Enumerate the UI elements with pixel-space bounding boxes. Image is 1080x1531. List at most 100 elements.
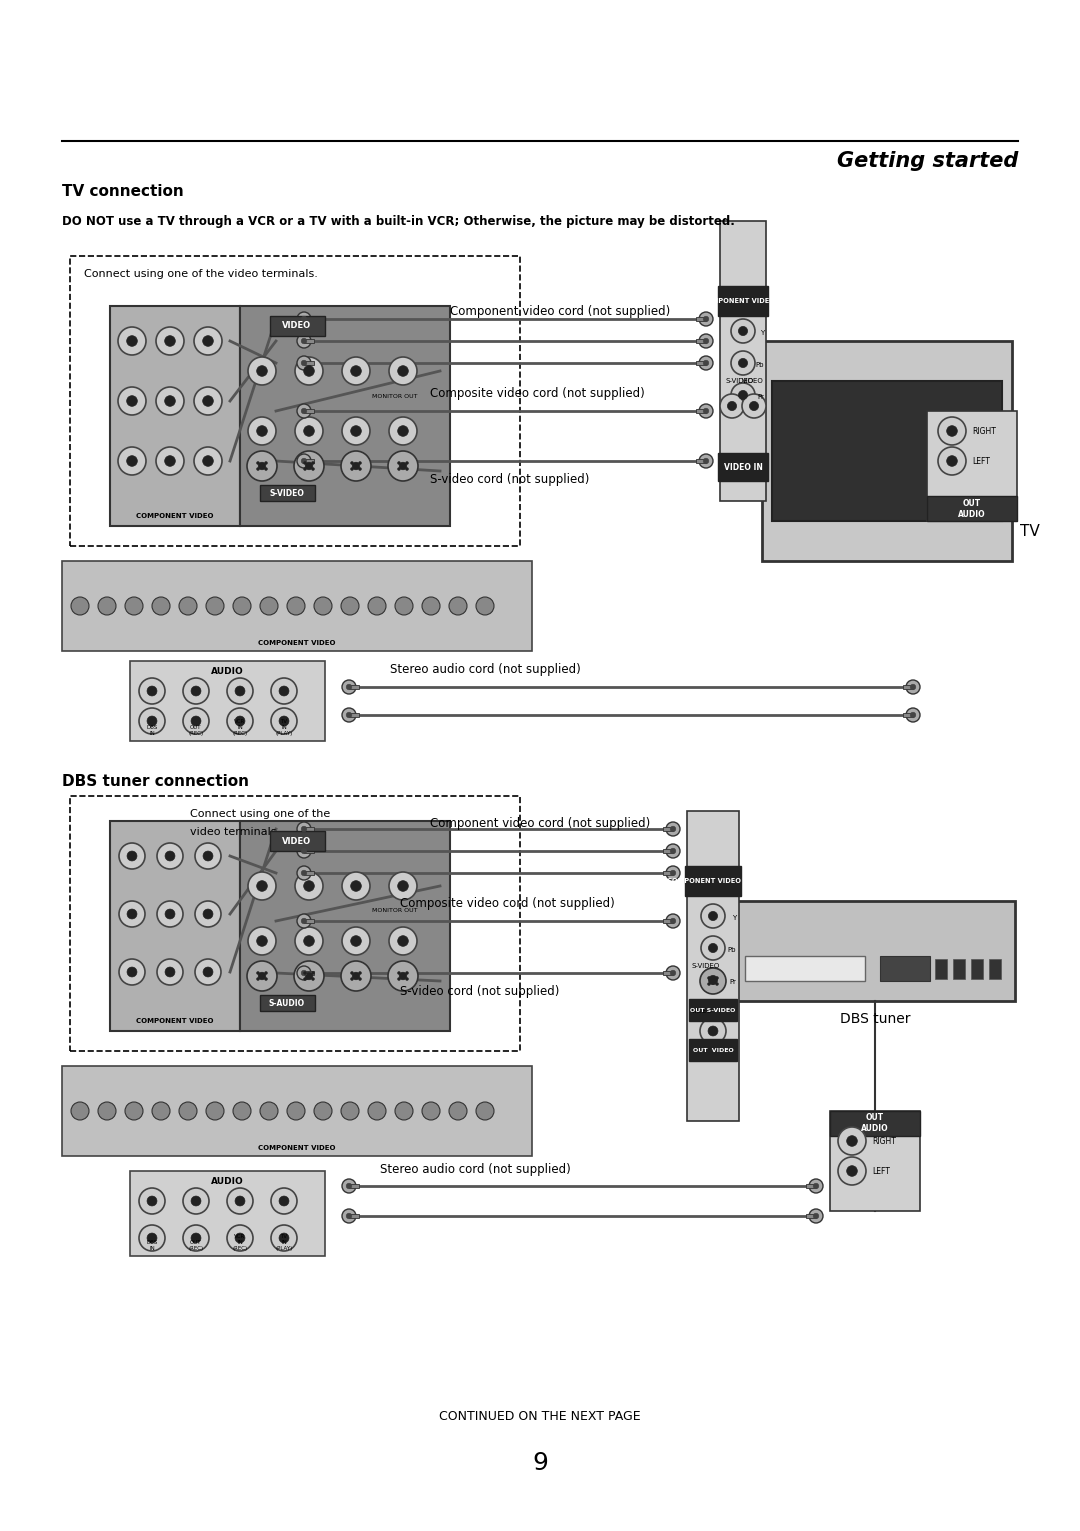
Circle shape [906, 680, 920, 694]
Circle shape [248, 873, 276, 900]
Text: Pb: Pb [756, 361, 764, 367]
Circle shape [271, 1225, 297, 1251]
Circle shape [126, 395, 137, 406]
Circle shape [271, 678, 297, 704]
Text: OUT
AUDIO: OUT AUDIO [958, 499, 986, 519]
Circle shape [699, 357, 713, 371]
Circle shape [476, 597, 494, 615]
Circle shape [297, 822, 311, 836]
Bar [62, 1066, 532, 1156]
Text: Composite video cord (not supplied): Composite video cord (not supplied) [430, 386, 645, 400]
Bar [303, 850, 314, 853]
Bar [720, 220, 766, 501]
Circle shape [847, 1165, 858, 1176]
Bar [718, 286, 768, 315]
Circle shape [359, 467, 362, 470]
Circle shape [257, 467, 259, 470]
Bar [989, 958, 1001, 978]
Circle shape [227, 678, 253, 704]
Circle shape [203, 395, 214, 406]
Bar [303, 871, 314, 876]
Circle shape [701, 935, 725, 960]
Circle shape [347, 1213, 352, 1219]
Circle shape [947, 426, 957, 436]
Text: VCR
IN
(REC): VCR IN (REC) [232, 720, 247, 736]
Bar [696, 409, 706, 413]
Circle shape [247, 452, 276, 481]
Circle shape [206, 1102, 224, 1121]
Text: S-AUDIO: S-AUDIO [269, 998, 305, 1007]
Circle shape [257, 935, 268, 946]
Text: COMPONENT VIDEO: COMPONENT VIDEO [136, 513, 214, 519]
Circle shape [703, 360, 708, 366]
Text: Component video cord (not supplied): Component video cord (not supplied) [430, 816, 650, 830]
Bar [687, 811, 739, 1121]
Circle shape [388, 961, 418, 991]
Circle shape [700, 968, 726, 994]
Circle shape [179, 597, 197, 615]
Circle shape [368, 597, 386, 615]
Circle shape [195, 958, 221, 984]
Text: VIDEO: VIDEO [691, 1007, 713, 1014]
Circle shape [194, 447, 222, 475]
Circle shape [287, 597, 305, 615]
Circle shape [147, 1232, 157, 1243]
Text: VIDEO: VIDEO [283, 322, 311, 331]
Circle shape [731, 318, 755, 343]
Circle shape [279, 1196, 289, 1206]
Circle shape [708, 1026, 718, 1036]
Circle shape [301, 848, 307, 854]
Circle shape [838, 1127, 866, 1154]
Text: DBS tuner: DBS tuner [840, 1012, 910, 1026]
Text: LEFT: LEFT [972, 456, 990, 465]
Circle shape [342, 680, 356, 694]
Circle shape [206, 597, 224, 615]
Circle shape [125, 1102, 143, 1121]
Circle shape [731, 383, 755, 407]
Circle shape [400, 462, 407, 470]
Circle shape [297, 312, 311, 326]
Circle shape [341, 1102, 359, 1121]
Circle shape [351, 977, 353, 980]
Text: OUT  VIDEO: OUT VIDEO [692, 1047, 733, 1052]
Text: CONTINUED ON THE NEXT PAGE: CONTINUED ON THE NEXT PAGE [440, 1410, 640, 1422]
Circle shape [156, 328, 184, 355]
Circle shape [347, 712, 352, 718]
Circle shape [666, 844, 680, 857]
Circle shape [368, 1102, 386, 1121]
Bar [303, 409, 314, 413]
Circle shape [297, 867, 311, 880]
Text: RIGHT: RIGHT [972, 427, 996, 435]
Circle shape [203, 456, 214, 467]
Circle shape [405, 972, 408, 975]
Circle shape [297, 966, 311, 980]
Circle shape [311, 461, 314, 464]
Circle shape [739, 390, 747, 400]
Circle shape [306, 462, 313, 470]
Bar [240, 306, 450, 527]
Text: Pr: Pr [729, 978, 735, 984]
Circle shape [183, 1188, 210, 1214]
Text: Component video cord (not supplied): Component video cord (not supplied) [450, 305, 671, 317]
Circle shape [257, 426, 268, 436]
Bar [270, 831, 325, 851]
Circle shape [303, 467, 307, 470]
Circle shape [405, 977, 408, 980]
Text: S-video cord (not supplied): S-video cord (not supplied) [430, 473, 590, 485]
Circle shape [303, 880, 314, 891]
Circle shape [422, 1102, 440, 1121]
Text: Getting started: Getting started [837, 152, 1018, 171]
Circle shape [119, 902, 145, 926]
Bar [927, 496, 1017, 521]
Circle shape [750, 401, 758, 410]
Circle shape [265, 467, 268, 470]
Bar [260, 485, 315, 501]
Circle shape [671, 971, 676, 975]
Bar [110, 306, 240, 527]
Circle shape [352, 972, 360, 980]
Circle shape [295, 873, 323, 900]
Circle shape [847, 1136, 858, 1147]
Circle shape [311, 977, 314, 980]
Circle shape [303, 972, 307, 975]
Circle shape [203, 909, 213, 919]
